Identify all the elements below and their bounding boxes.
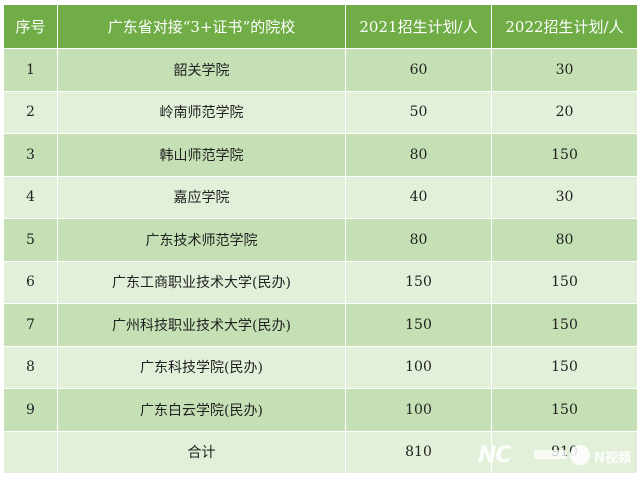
table-row: 1 韶关学院 60 30 xyxy=(3,48,638,92)
table-row: 9 广东白云学院(民办) 100 150 xyxy=(3,388,638,432)
table-total-row: 合计 810 910 xyxy=(3,430,638,474)
cell-institution: 广东工商职业技术大学(民办) xyxy=(57,260,346,304)
cell-plan-2022: 150 xyxy=(491,388,638,432)
table-row: 2 岭南师范学院 50 20 xyxy=(3,90,638,134)
watermark-text: N视频 xyxy=(594,451,631,466)
cell-plan-2021: 150 xyxy=(345,303,492,347)
cell-institution: 嘉应学院 xyxy=(57,175,346,219)
cell-plan-2021: 150 xyxy=(345,260,492,304)
cell-institution: 广东技术师范学院 xyxy=(57,218,346,262)
cell-index: 5 xyxy=(3,218,58,262)
table-row: 3 韩山师范学院 80 150 xyxy=(3,133,638,177)
n-video-icon xyxy=(570,445,590,465)
cell-institution: 岭南师范学院 xyxy=(57,90,346,134)
cell-plan-2022: 150 xyxy=(491,133,638,177)
cell-institution: 广东科技学院(民办) xyxy=(57,345,346,389)
watermark-logo: NC xyxy=(478,443,512,468)
cell-plan-2022: 150 xyxy=(491,303,638,347)
table-row: 8 广东科技学院(民办) 100 150 xyxy=(3,345,638,389)
header-index: 序号 xyxy=(3,4,58,49)
cell-plan-2021: 50 xyxy=(345,90,492,134)
cell-index: 7 xyxy=(3,303,58,347)
table-row: 7 广州科技职业技术大学(民办) 150 150 xyxy=(3,303,638,347)
enrollment-table: 序号 广东省对接“3+证书”的院校 2021招生计划/人 2022招生计划/人 … xyxy=(3,4,638,474)
cell-institution: 广州科技职业技术大学(民办) xyxy=(57,303,346,347)
cell-institution: 广东白云学院(民办) xyxy=(57,388,346,432)
cell-index xyxy=(3,430,58,474)
cell-plan-2022: 30 xyxy=(491,48,638,92)
cell-institution: 韶关学院 xyxy=(57,48,346,92)
cell-plan-2021: 60 xyxy=(345,48,492,92)
cell-plan-2021: 100 xyxy=(345,388,492,432)
cell-index: 4 xyxy=(3,175,58,219)
cell-plan-2021: 80 xyxy=(345,218,492,262)
watermark-bar xyxy=(534,450,566,459)
cell-plan-2022: 150 xyxy=(491,345,638,389)
cell-index: 1 xyxy=(3,48,58,92)
cell-total-2021: 810 xyxy=(345,430,492,474)
table-row: 4 嘉应学院 40 30 xyxy=(3,175,638,219)
enrollment-table-container: 序号 广东省对接“3+证书”的院校 2021招生计划/人 2022招生计划/人 … xyxy=(3,4,638,474)
cell-institution: 韩山师范学院 xyxy=(57,133,346,177)
header-institution: 广东省对接“3+证书”的院校 xyxy=(57,4,346,49)
cell-plan-2021: 80 xyxy=(345,133,492,177)
cell-index: 2 xyxy=(3,90,58,134)
table-row: 6 广东工商职业技术大学(民办) 150 150 xyxy=(3,260,638,304)
cell-plan-2021: 100 xyxy=(345,345,492,389)
cell-index: 3 xyxy=(3,133,58,177)
cell-index: 6 xyxy=(3,260,58,304)
cell-index: 9 xyxy=(3,388,58,432)
cell-plan-2022: 20 xyxy=(491,90,638,134)
table-row: 5 广东技术师范学院 80 80 xyxy=(3,218,638,262)
header-plan-2022: 2022招生计划/人 xyxy=(491,4,638,49)
watermark: NC N视频 xyxy=(478,441,638,481)
header-plan-2021: 2021招生计划/人 xyxy=(345,4,492,49)
table-header-row: 序号 广东省对接“3+证书”的院校 2021招生计划/人 2022招生计划/人 xyxy=(3,4,638,49)
cell-index: 8 xyxy=(3,345,58,389)
cell-plan-2021: 40 xyxy=(345,175,492,219)
cell-plan-2022: 150 xyxy=(491,260,638,304)
cell-total-label: 合计 xyxy=(57,430,346,474)
cell-plan-2022: 80 xyxy=(491,218,638,262)
cell-plan-2022: 30 xyxy=(491,175,638,219)
